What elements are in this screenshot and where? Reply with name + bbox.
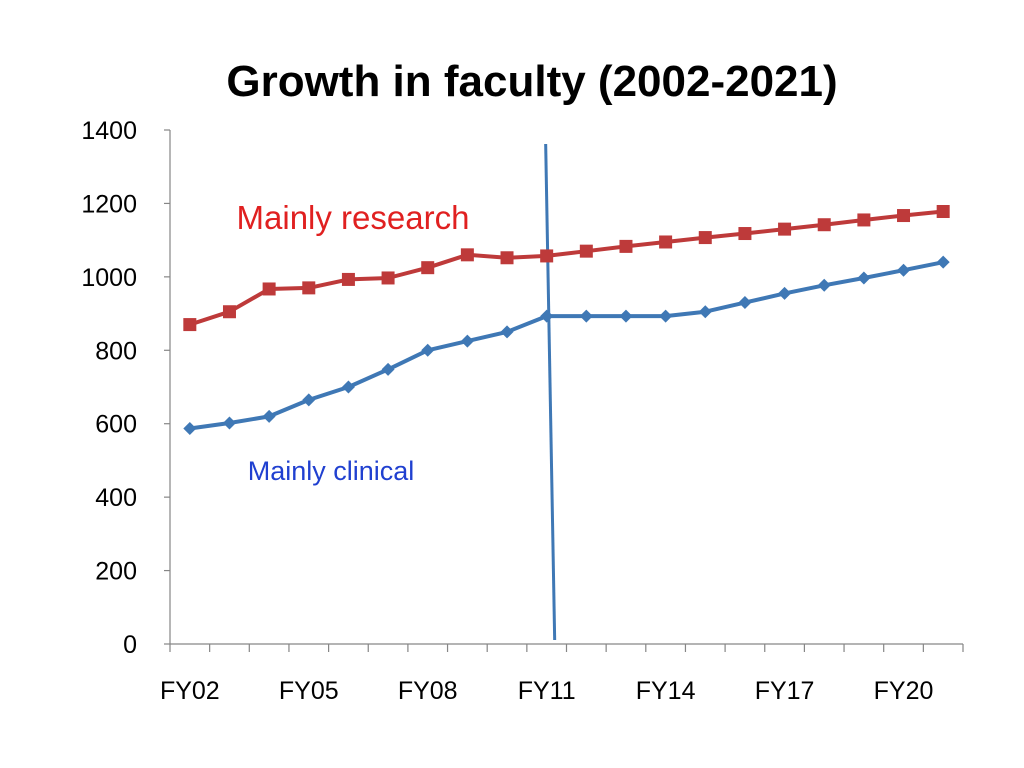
- y-tick-label: 200: [95, 558, 137, 586]
- data-point: [421, 343, 435, 357]
- series-mainly-research: [183, 205, 950, 332]
- x-tick-label: FY02: [160, 677, 220, 705]
- data-point: [460, 248, 474, 262]
- reference-line: [544, 143, 557, 641]
- data-point: [421, 261, 435, 275]
- y-tick-label: 1000: [81, 264, 137, 292]
- data-point: [500, 251, 514, 265]
- data-point: [857, 271, 871, 285]
- y-tick-label: 0: [123, 631, 137, 659]
- x-tick-label: FY14: [636, 677, 696, 705]
- x-tick-label: FY11: [518, 677, 576, 705]
- series-line: [189, 260, 944, 431]
- data-point: [698, 231, 712, 245]
- series-line: [189, 209, 944, 327]
- y-tick-label: 1400: [81, 117, 137, 145]
- y-tick-label: 600: [95, 411, 137, 439]
- data-point: [500, 325, 514, 339]
- data-point: [460, 334, 474, 348]
- data-point: [659, 235, 673, 249]
- x-tick-label: FY20: [874, 677, 934, 705]
- data-point: [619, 309, 633, 323]
- data-point: [936, 255, 950, 269]
- x-tick-label: FY08: [398, 677, 458, 705]
- reference-line-layer: [544, 143, 557, 641]
- axes: 0 200 400 600 800 1000 1200 1400 FY02 FY05 FY08 FY1…: [81, 117, 964, 705]
- data-point: [540, 249, 554, 263]
- series-mainly-clinical: [183, 255, 950, 435]
- data-point: [817, 218, 831, 232]
- y-tick-label: 400: [95, 484, 137, 512]
- data-point: [778, 286, 792, 300]
- data-point: [381, 362, 395, 376]
- data-point: [778, 222, 792, 236]
- data-point: [738, 296, 752, 310]
- data-point: [262, 409, 276, 423]
- chart-title: Growth in faculty (2002-2021): [226, 57, 837, 106]
- x-tick-label: FY05: [279, 677, 339, 705]
- annotation-mainly-research: Mainly research: [237, 199, 470, 236]
- data-point: [579, 309, 593, 323]
- series-layer: [183, 205, 950, 435]
- data-point: [302, 393, 316, 407]
- data-point: [262, 282, 276, 296]
- data-point: [183, 318, 197, 332]
- data-point: [540, 309, 554, 323]
- data-point: [222, 305, 236, 319]
- data-point: [341, 380, 355, 394]
- data-point: [341, 272, 355, 286]
- y-tick-label: 800: [95, 337, 137, 365]
- data-point: [222, 416, 236, 430]
- data-point: [619, 239, 633, 253]
- data-point: [579, 244, 593, 258]
- y-tick-label: 1200: [81, 190, 137, 218]
- data-point: [183, 421, 197, 435]
- annotation-mainly-clinical: Mainly clinical: [248, 456, 415, 486]
- data-point: [936, 205, 950, 219]
- data-point: [817, 278, 831, 292]
- data-point: [302, 281, 316, 295]
- x-tick-label: FY17: [755, 677, 815, 705]
- data-point: [738, 227, 752, 241]
- data-point: [381, 271, 395, 285]
- data-point: [857, 213, 871, 227]
- data-point: [897, 263, 911, 277]
- data-point: [897, 209, 911, 223]
- data-point: [698, 305, 712, 319]
- data-point: [659, 309, 673, 323]
